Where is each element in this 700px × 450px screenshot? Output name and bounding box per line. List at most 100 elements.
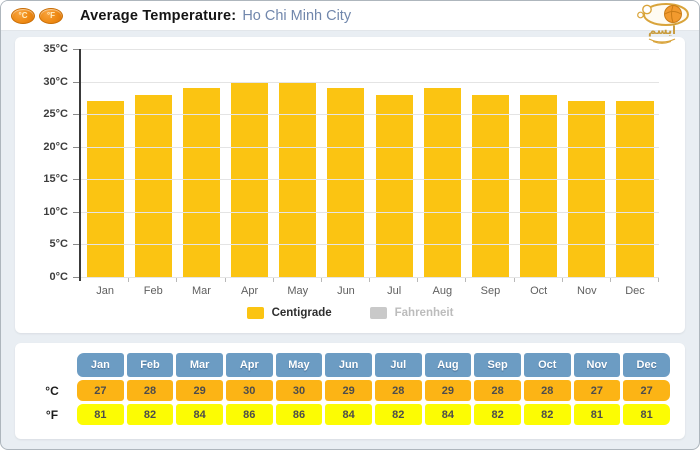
month-header-jul: Jul [374,353,422,377]
month-header-may: May [275,353,323,377]
gridline [79,179,659,181]
x-axis-labels: Jan Feb Mar Apr May Jun Jul Aug Sep Oct Nov Dec [81,285,659,297]
y-axis-label: 35°C [43,43,68,55]
x-axis-label-aug: Aug [432,285,453,297]
legend-item-fahrenheit[interactable]: Fahrenheit [369,307,454,319]
temp-cell: 27 [623,380,670,401]
y-axis-tick [73,277,79,278]
x-tick [418,277,467,282]
bar-slot [322,49,370,277]
month-header-sep: Sep [474,353,521,377]
temp-cell: 28 [474,380,521,401]
y-axis-label: 25°C [43,108,68,121]
bar-mar[interactable] [182,88,220,277]
gridline [79,244,659,246]
bar-slot [466,49,514,277]
bar-feb[interactable] [134,94,172,277]
gridline [79,49,659,50]
bar-jul[interactable] [375,94,413,277]
row-label: °C [45,383,59,398]
bar-aug[interactable] [423,88,461,277]
chart-legend: Centigrade Fahrenheit [15,307,685,319]
month-header-oct: Oct [523,353,571,377]
bar-jan[interactable] [86,101,124,277]
month-header-dec: Dec [623,353,670,377]
temp-cell: 28 [374,380,422,401]
table-corner-cell [30,353,74,377]
month-header-nov: Nov [573,353,621,377]
x-tick [466,277,515,282]
x-axis-label-feb: Feb [143,285,163,297]
bar-slot [177,49,225,277]
x-axis-label-apr: Apr [241,285,259,297]
x-axis-label-jan: Jan [96,285,114,297]
temp-cell: 27 [573,380,621,401]
x-tick [226,277,274,282]
bar-oct[interactable] [520,94,558,277]
y-axis-tick [73,146,79,148]
celsius-toggle-icon[interactable]: °C [11,7,35,24]
legend-swatch-icon [369,307,387,319]
bar-slot [81,49,129,277]
temp-cell: 27 [77,380,124,401]
y-axis-label: 0°C [49,271,68,283]
legend-item-centigrade[interactable]: Centigrade [246,307,332,319]
svg-text:آیسم: آیسم [648,23,676,37]
table-panel: Jan Feb Mar Apr May Jun Jul Aug Sep Oct Nov Dec °C 27… [15,343,685,439]
legend-swatch-icon [246,307,264,319]
bar-slot [515,49,563,277]
y-axis-tick [73,244,79,246]
x-tick [177,277,226,282]
bar-slot [370,49,418,277]
temp-cell: 82 [374,404,422,425]
gridline [79,81,659,83]
bar-jun[interactable] [327,88,365,277]
x-axis-label-may: May [287,285,309,297]
gridline [79,114,659,116]
y-axis-tick [73,179,79,181]
x-axis-label-jul: Jul [387,285,402,297]
y-axis-label: 30°C [43,75,68,88]
x-axis-label-oct: Oct [530,285,548,297]
bar-slot [129,49,177,277]
temp-cell: 86 [225,404,273,425]
temp-cell: 86 [275,404,323,425]
month-header-feb: Feb [126,353,174,377]
bar-nov[interactable] [568,101,606,277]
site-logo-icon: آیسم [637,3,689,44]
legend-label: Fahrenheit [394,307,454,319]
y-axis-label: 5°C [49,238,68,251]
temp-cell: 84 [325,404,372,425]
header: °C °F Average Temperature: Ho Chi Minh C… [1,1,699,31]
temp-cell: 29 [325,380,372,401]
temp-cell: 84 [424,404,472,425]
x-tick [81,277,130,282]
x-axis-label-sep: Sep [480,285,501,297]
y-axis-tick [73,49,79,50]
temp-cell: 82 [126,404,174,425]
bar-slot [418,49,466,277]
bar-dec[interactable] [616,101,654,277]
x-tick [515,277,563,282]
temp-cell: 28 [523,380,571,401]
page-title: Average Temperature: [80,7,237,24]
site-logo[interactable]: آیسم [629,2,693,44]
temp-cell: 30 [275,380,323,401]
temp-cell: 81 [623,404,670,425]
bar-sep[interactable] [471,94,509,277]
bar-slot [563,49,611,277]
x-axis-label-jun: Jun [337,285,355,297]
temp-cell: 29 [424,380,472,401]
temp-cell: 82 [523,404,571,425]
temp-cell: 29 [176,380,223,401]
legend-label: Centigrade [271,307,332,319]
fahrenheit-toggle-icon[interactable]: °F [39,7,63,24]
x-tick [274,277,322,282]
temp-cell: 81 [573,404,621,425]
x-tick [129,277,178,282]
temp-cell: 81 [77,404,124,425]
temp-cell: 30 [225,380,273,401]
plot-area: Jan Feb Mar Apr May Jun Jul Aug Sep Oct Nov Dec 0°C… [43,43,660,297]
bars-container [81,49,659,277]
